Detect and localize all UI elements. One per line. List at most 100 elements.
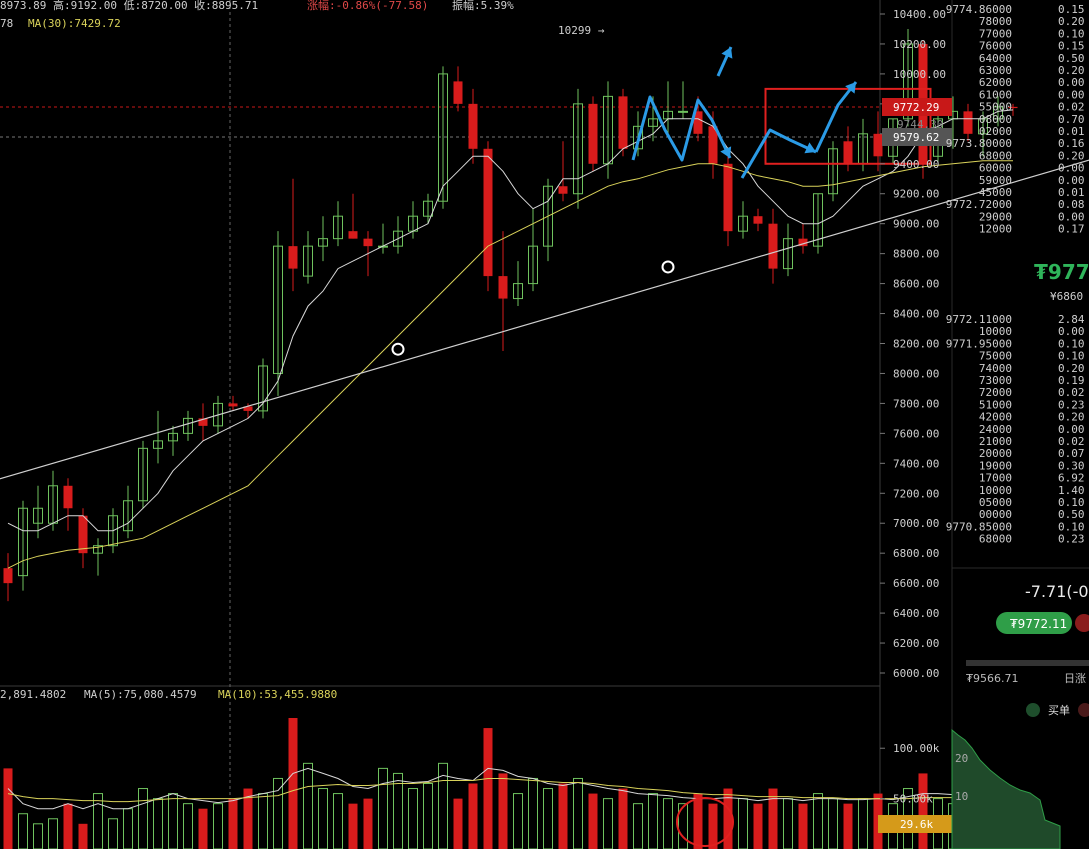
volume-bar	[843, 803, 853, 849]
volume-bar	[618, 788, 628, 849]
ask-amount: 0.17	[1058, 223, 1085, 236]
volume-current-tag: 29.6k	[878, 815, 952, 833]
ask-price: 63000	[979, 64, 1012, 77]
volume-bar	[513, 793, 523, 849]
candle-body	[648, 118, 658, 127]
bid-amount: 0.07	[1058, 447, 1085, 460]
volume-bar	[348, 803, 358, 849]
candle-body	[33, 507, 43, 524]
candle-body	[153, 440, 163, 449]
volume-bar	[633, 803, 643, 849]
ask-amount: 0.00	[1058, 76, 1085, 89]
order-book: 9774.86000 0.15 78000 0.20 77000 0.10 76000 0.1…	[946, 3, 1089, 569]
ask-price: 78000	[979, 15, 1012, 28]
ask-price: 12000	[979, 223, 1012, 236]
volume-ma-slow-line	[7, 778, 1014, 803]
volume-bar	[573, 777, 583, 849]
ask-amount: 0.01	[1058, 125, 1085, 138]
bid-amount: 1.40	[1058, 484, 1085, 497]
price-tick-label: 6600.00	[893, 577, 939, 590]
bid-amount: 6.92	[1058, 472, 1085, 485]
bid-price: 19000	[979, 459, 1012, 472]
candle-body	[228, 403, 238, 407]
candle-body	[258, 365, 268, 412]
forecast-arrow-head	[720, 146, 732, 158]
candle-body	[513, 283, 523, 300]
volume-bar	[678, 803, 688, 849]
bid-price: 73000	[979, 374, 1012, 387]
volume-bar	[663, 798, 673, 849]
volume-bar	[783, 798, 793, 849]
ask-amount: 0.20	[1058, 15, 1085, 28]
bid-price: 10000	[979, 325, 1012, 338]
ask-price: 62000	[979, 76, 1012, 89]
candle-body	[813, 193, 823, 247]
candlestick-series	[3, 28, 1018, 602]
sell-button-edge[interactable]	[1075, 614, 1089, 632]
volume-bar	[183, 803, 193, 849]
volume-bar	[258, 793, 268, 849]
price-button[interactable]: ₮9772.11	[996, 612, 1072, 634]
ohlc-readout: 8973.89 高:9192.00 低:8720.00 收:8895.71	[0, 0, 258, 12]
candle-body	[798, 238, 808, 247]
candle-body	[528, 245, 538, 285]
volume-bar	[393, 772, 403, 849]
candle-body	[693, 111, 703, 134]
ask-amount: 0.00	[1058, 174, 1085, 187]
price-button-label[interactable]: ₮9772.11	[1010, 617, 1067, 631]
volume-bar	[798, 803, 808, 849]
ask-price: 29000	[979, 210, 1012, 223]
last-price-tag: 9772.29	[882, 98, 952, 116]
volume-ma10-readout: MA(10):53,455.9880	[218, 688, 337, 701]
volume-bar	[528, 777, 538, 849]
moving-average-lines	[7, 109, 1014, 569]
candle-body	[708, 126, 718, 164]
volume-bar	[363, 798, 373, 849]
candle-body	[93, 545, 103, 554]
bid-amount: 0.10	[1058, 337, 1085, 350]
ask-amount: 0.50	[1058, 52, 1085, 65]
volume-bar	[63, 803, 73, 849]
ask-amount: 0.00	[1058, 88, 1085, 101]
last-price-label: 9772.29	[893, 101, 939, 114]
volume-bar	[543, 788, 553, 849]
candle-body	[483, 148, 493, 277]
ask-amount: 0.00	[1058, 210, 1085, 223]
ask-amount: 0.20	[1058, 149, 1085, 162]
forecast-arrow-head	[845, 82, 856, 94]
volume-bar	[18, 813, 28, 849]
cursor-price-label: 9579.62	[893, 131, 939, 144]
bid-price: 05000	[979, 496, 1012, 509]
consolidation-box	[764, 87, 932, 165]
bid-price: 17000	[979, 472, 1012, 485]
forecast-arrow-head	[721, 47, 733, 59]
candle-body	[618, 96, 628, 149]
bid-amount: 0.00	[1058, 423, 1085, 436]
candle-body	[273, 245, 283, 374]
price-tick-label: 7400.00	[893, 457, 939, 470]
volume-current-label: 29.6k	[900, 818, 933, 831]
volume-bar	[213, 803, 223, 849]
volume-bar	[468, 783, 478, 849]
candle-body	[453, 81, 463, 104]
ask-amount: 0.08	[1058, 198, 1085, 211]
ask-price: 9773.80000	[946, 137, 1012, 150]
candle-body	[543, 185, 553, 247]
volume-bar	[198, 808, 208, 849]
volume-bar	[648, 793, 658, 849]
volume-bar	[828, 798, 838, 849]
price-tick-label: 10400.00	[893, 8, 946, 21]
candle-body	[318, 238, 328, 247]
bid-amount: 0.10	[1058, 350, 1085, 363]
price-tick-label: 8800.00	[893, 248, 939, 261]
candle-body	[768, 223, 778, 269]
candle-body	[348, 231, 358, 239]
candle-body	[633, 125, 643, 150]
ask-amount: 0.01	[1058, 186, 1085, 199]
ask-price: 45000	[979, 186, 1012, 199]
candle-body	[723, 163, 733, 232]
volume-bar	[33, 823, 43, 849]
ask-price: 9774.86000	[946, 3, 1012, 16]
volume-bar	[753, 803, 763, 849]
